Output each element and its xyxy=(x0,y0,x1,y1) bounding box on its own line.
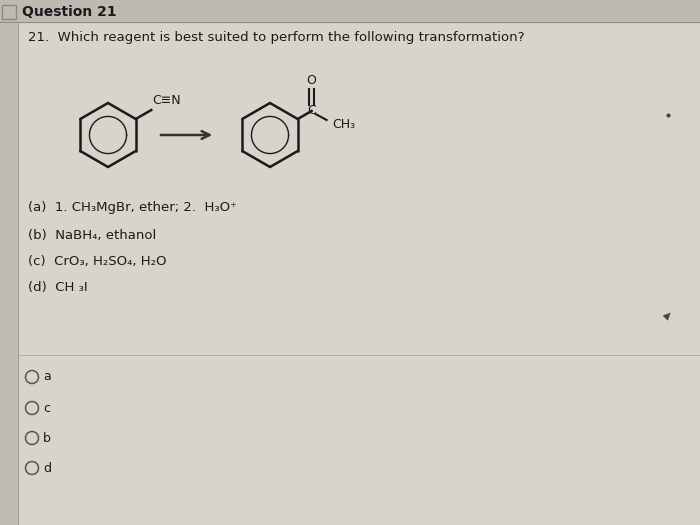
Text: C: C xyxy=(307,104,316,118)
Text: b: b xyxy=(43,432,51,445)
Text: c: c xyxy=(43,402,50,415)
Bar xyxy=(0,0,700,22)
Text: a: a xyxy=(43,371,50,383)
Text: 21.  Which reagent is best suited to perform the following transformation?: 21. Which reagent is best suited to perf… xyxy=(28,32,524,45)
Text: (d)  CH ₃I: (d) CH ₃I xyxy=(28,281,88,295)
Text: ▲: ▲ xyxy=(662,309,674,321)
Text: C≡N: C≡N xyxy=(153,94,181,107)
Text: (b)  NaBH₄, ethanol: (b) NaBH₄, ethanol xyxy=(28,228,156,242)
Bar xyxy=(0,22,18,525)
Text: d: d xyxy=(43,461,51,475)
Text: CH₃: CH₃ xyxy=(332,118,356,131)
Text: Question 21: Question 21 xyxy=(22,5,117,19)
Text: O: O xyxy=(307,75,316,88)
Text: (c)  CrO₃, H₂SO₄, H₂O: (c) CrO₃, H₂SO₄, H₂O xyxy=(28,256,167,268)
Bar xyxy=(2,5,16,19)
Text: (a)  1. CH₃MgBr, ether; 2.  H₃O⁺: (a) 1. CH₃MgBr, ether; 2. H₃O⁺ xyxy=(28,201,237,214)
